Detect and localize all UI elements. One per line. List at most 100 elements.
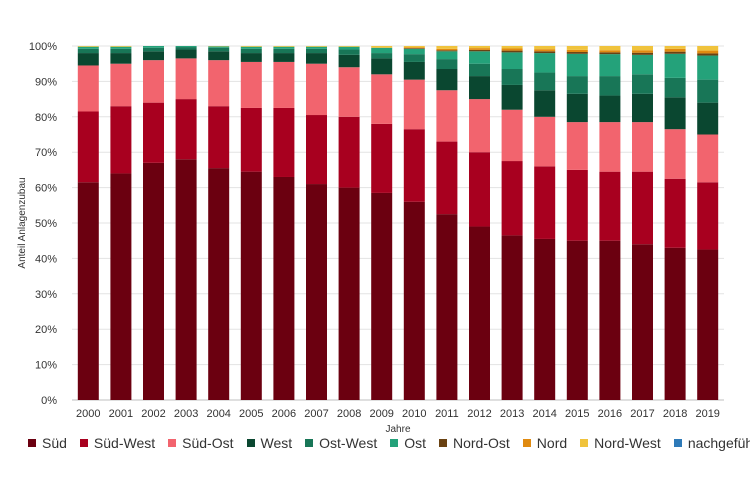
bar-segment [436,48,458,51]
bar-segment [77,53,99,66]
bar-segment [599,50,621,53]
bar-segment [566,53,588,77]
x-tick-label: 2007 [304,408,328,420]
legend-label: Süd [42,435,67,451]
bar-segment [632,46,653,51]
bar-segment [306,48,327,54]
bar-segment [697,182,719,250]
x-axis-ticks: 2000 2001 2002 2003 2004 2005 2006 2007 2008 2009… [76,408,720,420]
bar-segment [697,134,719,183]
gridlines [72,45,724,401]
bar-segment [632,54,653,75]
bar-segment [208,51,230,61]
bar-segment [501,52,523,70]
x-tick-label: 2017 [630,408,654,420]
legend-swatch [580,439,589,447]
legend-item: Nord-West [580,435,661,451]
bar-segment [436,50,458,52]
bar-segment [306,46,327,47]
bar-segment [175,99,197,160]
bar-segment [403,61,425,80]
y-axis-title: Anteil Anlagenzubau [17,177,28,268]
bar-segment [338,187,360,400]
bar-segment [664,77,686,98]
x-tick-label: 2008 [337,408,361,420]
legend-swatch [673,439,682,447]
bar-segment [273,46,295,49]
bar-segment [697,79,719,103]
bar-segment [403,129,425,202]
bar-segment [534,90,556,117]
bar-segment [77,65,99,112]
legend-swatch [168,439,177,447]
bar-segment [534,49,556,52]
bar-segment [77,46,99,47]
bar-segment [240,46,262,47]
legend-item: Süd-Ost [168,435,234,451]
bar-segment [501,69,523,85]
bar-segment [143,102,164,163]
bar-segment [436,59,458,70]
bar-segment [534,53,556,73]
y-tick-label: 20% [35,324,57,336]
bar-segment [566,49,588,53]
bar-segment [143,162,164,400]
bar-segment [534,238,556,400]
bar-segment [664,97,686,130]
x-tick-label: 2018 [663,408,687,420]
bar-segment [240,61,262,108]
y-tick-label: 90% [35,76,57,88]
bar-segment [273,61,295,108]
legend-swatch [522,439,531,447]
bar-segment [371,123,393,193]
bar-segment [436,214,458,400]
bar-segment [436,90,458,142]
bar-segment [110,106,132,174]
bar-segment [338,116,360,188]
bar-segment [110,48,132,54]
bar-segment [306,115,327,185]
bar-segment [110,53,132,64]
legend-swatch [246,439,255,447]
bar-segment [110,46,132,49]
bar-segment [338,49,360,55]
bar-segment [501,46,523,49]
bar-segment [273,176,295,400]
legend-item: Süd [28,435,67,451]
legend-swatch [28,439,36,447]
bar-segment [632,93,653,123]
bar-segment [143,51,164,61]
bar-segment [697,249,719,400]
bar-segment [371,46,393,48]
legend-item: Nord-Ost [439,435,510,451]
bar-segment [632,52,653,55]
bar-segment [566,52,588,54]
y-tick-label: 100% [29,41,57,53]
bar-segment [534,72,556,91]
bar-segment [338,46,360,50]
bar-segment [436,46,458,49]
y-tick-label: 80% [35,112,57,124]
x-tick-label: 2006 [272,408,296,420]
bar-segment [208,47,230,52]
bar-segment [175,46,197,48]
bar-segment [599,122,621,172]
y-tick-label: 50% [35,218,57,230]
bar-segment [599,54,621,77]
bar-segment [77,111,99,183]
bar-segment [436,51,458,60]
legend-item: Ost-West [305,435,377,451]
legend-label: Nord [536,435,568,451]
bar-segment [632,122,653,172]
bar-segment [664,46,686,49]
bar-segment [469,48,490,50]
bar-segment [143,60,164,103]
bar-segment [469,63,490,77]
bar-segment [240,48,262,54]
y-axis-ticks: 0% 10% 20% 30% 40% 50% 60% 70% 80% 90% 100% [29,41,57,407]
bar-segment [403,54,425,62]
bar-segment [501,48,523,51]
bar-segment [566,46,588,50]
bar-segment [208,106,230,169]
